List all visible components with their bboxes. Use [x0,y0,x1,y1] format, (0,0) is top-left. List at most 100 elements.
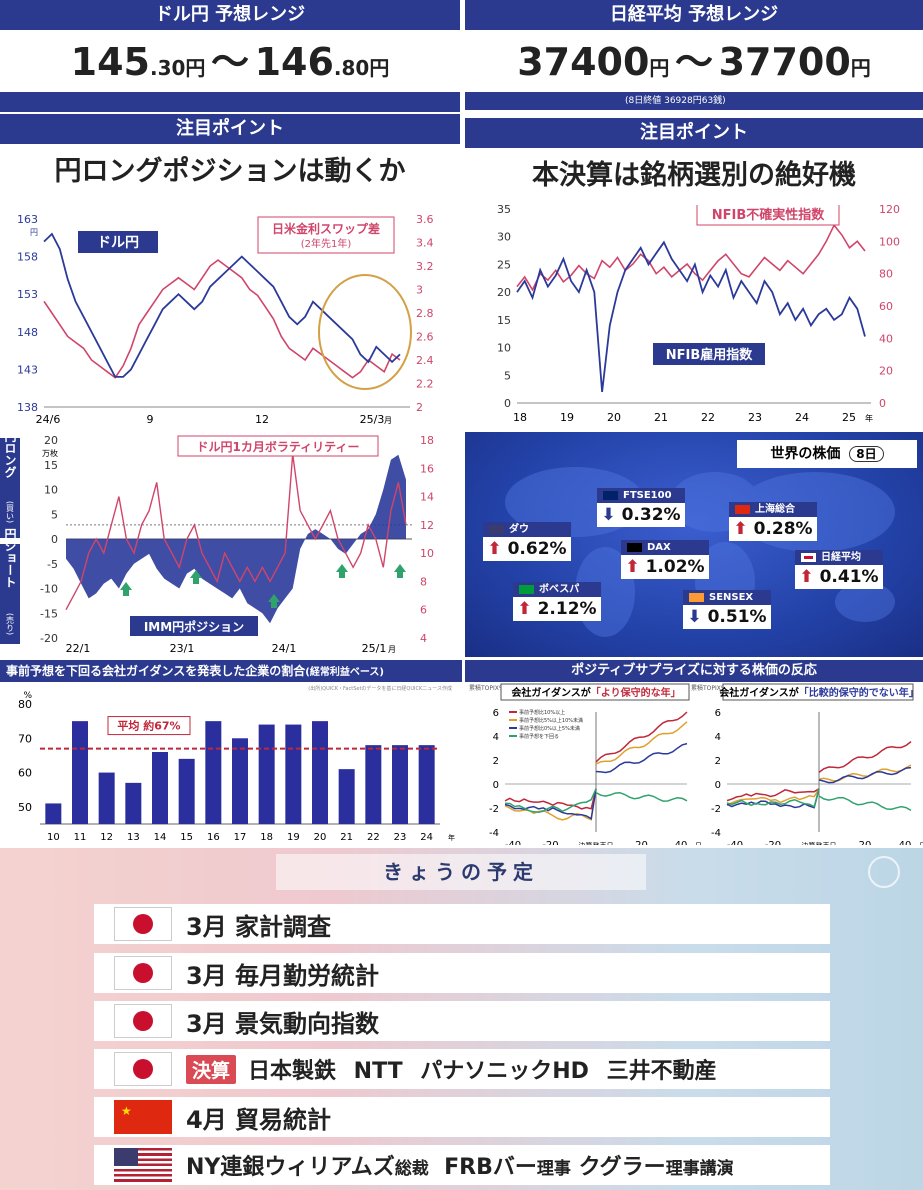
c5-right-y-tick-3: 2 [715,756,721,767]
c3-left-tick-6: 10 [44,484,58,497]
c3-imm-label-bg [130,616,258,636]
world-index-value: ⬆ 1.02% [625,557,705,577]
c1-swap-line [43,259,401,379]
c5-left-pre-series-0 [504,788,597,810]
c1-right-tick-5: 3 [416,284,423,297]
c4-x-tick-12: 22 [367,832,380,843]
nikkei-sep: ～ [674,40,713,84]
c4-y-tick-3: 80 [18,698,32,711]
country-flag-icon [689,593,704,602]
c1-x-tick-1: 9 [147,413,154,426]
c3-left-tick-0: -20 [40,632,58,645]
nikkei-point-text: 本決算は銘柄選別の絶好機 [465,148,923,202]
world-index-name: 日経平均 [795,550,883,565]
arrow-up-icon: ⬆ [733,519,748,539]
world-index-value: ⬆ 0.41% [799,567,879,587]
c2-left-tick-4: 20 [497,286,511,299]
world-index-6: SENSEX ⬇ 0.51% [683,590,771,629]
nikkei-range-header: 日経平均 予想レンジ [465,0,923,30]
c4-y-tick-1: 60 [18,767,32,780]
world-stocks-panel: 世界の株価 8日 ダウ ⬆ 0.62% FTSE100 ⬇ 0.32% DAX ⬆ 1.0… [465,432,923,657]
c3-right-tick-6: 16 [420,462,434,475]
c4-bar-12 [365,745,382,824]
china-flag-icon: ★ [114,1100,172,1134]
surprise-chart-title: ポジティブサプライズに対する株価の反応 [465,660,923,682]
c1-right-tick-3: 2.6 [416,331,434,344]
schedule-item-5-text: 4月 貿易統計 [186,1105,332,1134]
c5-right-pre-series-0 [726,788,820,802]
c3-side-bottom-bg [0,544,20,644]
c1-left-tick-1: 143 [17,363,38,376]
c4-source: (出所)QUICK・FactSetのデータを基に日経QUICKニュース作成 [308,685,452,692]
usa-flag-icon [114,1148,172,1182]
schedule-item-5: ★ 4月 貿易統計 [94,1097,830,1137]
guidance-bar-chart: 事前予想を下回る会社ガイダンスを発表した企業の割合(経常利益ベース) 50 60 7… [0,660,462,845]
usdjpy-unit-1: 円 [185,56,206,80]
c2-right-tick-5: 100 [879,235,900,248]
c5-legend-label-1: 事前予想比5%以上10%未満 [519,717,583,724]
schedule-panel: きょうの予定 3月 家計調査 3月 毎月勤労統計 3月 景気動向指数 決算 日本… [0,848,923,1190]
c2-x-tick-3: 21 [654,411,668,424]
usdjpy-divider [0,92,460,112]
c2-right-tick-4: 80 [879,268,893,281]
c1-right-tick-6: 3.2 [416,260,434,273]
usdjpy-point-text: 円ロングポジションは動くか [0,144,460,200]
c3-left-tick-8: 20 [44,434,58,447]
usdjpy-swap-chart: 138 143 148 153 158 163 円 2 2.2 2.4 2.6 2.8 3 3.2 3.4 3… [0,205,462,430]
c1-right-tick-0: 2 [416,401,423,414]
c3-right-tick-7: 18 [420,434,434,447]
world-index-3: 上海総合 ⬆ 0.28% [729,502,817,541]
c5-left-y-tick-0: -4 [489,828,499,839]
c2-left-tick-3: 15 [497,314,511,327]
c5-right-x-tick-2: 決算発表日 [802,841,837,845]
c1-x-tick-3: 25/3 [360,413,385,426]
c5-left-x-tick-1: -20 [542,840,558,845]
c4-x-tick-4: 14 [154,832,167,843]
c3-left-tick-2: -10 [40,583,58,596]
c2-uncert-label-bg [696,205,840,226]
c5-right-y-tick-5: 6 [715,708,721,719]
c4-x-tick-3: 13 [127,832,140,843]
schedule-item-2-text: 3月 毎月勤労統計 [186,961,380,990]
imm-position-chart: 円ロング (買い) 円ショート (売り) -20 -15 -10 -5 0 5 10 15 20 万枚 4 6… [0,432,462,657]
usdjpy-unit-2: 円 [369,56,390,80]
c3-left-tick-5: 5 [51,508,58,521]
country-flag-icon [801,553,816,562]
schedule-item-6-text-a: NY連銀ウィリアムズ [186,1155,395,1180]
c2-right-tick-1: 20 [879,365,893,378]
c5-right-title-bg [722,683,914,701]
c5-right-post-series-3 [818,795,912,812]
c1-left-unit: 円 [30,228,38,237]
c2-uncert-label: NFIB不確実性指数 [712,207,826,223]
world-index-value: ⬆ 0.62% [487,539,567,559]
c3-right-tick-1: 6 [420,604,427,617]
c4-bar-7 [232,738,248,824]
c4-y-unit: % [23,691,32,701]
c5-right-x-tick-0: -40 [727,840,743,845]
c4-bar-14 [418,745,435,824]
c5-right-post-series-0 [818,741,912,773]
c3-x-tick-3: 25/1 [362,642,387,655]
c2-x-tick-6: 24 [795,411,809,424]
c3-imm-label: IMM円ポジション [144,619,244,634]
c4-x-tick-13: 23 [394,832,407,843]
c5-legend-label-2: 事前予想比0%以上5%未満 [519,725,580,732]
c5-right-post-series-1 [818,764,912,782]
c4-bar-13 [392,745,408,824]
c5-left-y-tick-4: 4 [493,732,499,743]
country-flag-icon [519,585,534,594]
c2-x-tick-4: 22 [701,411,715,424]
c1-right-tick-4: 2.8 [416,307,434,320]
schedule-item-6-text-b: FRBバー [444,1155,537,1180]
c4-bar-9 [285,724,302,824]
world-index-name: ダウ [483,522,571,537]
c3-x-unit: 月 [388,645,396,654]
c5-left-x-tick-3: 20 [635,840,648,845]
schedule-item-6-small-a: 総裁 [394,1159,429,1179]
c3-x-tick-1: 23/1 [170,642,195,655]
c1-left-tick-0: 138 [17,401,38,414]
c5-right-title: 会社ガイダンスが「比較的保守的でない年」 [719,686,918,699]
c2-left-tick-7: 35 [497,205,511,216]
c5-left-x-unit: 日 [695,842,702,845]
c3-up-arrow-icon-1 [190,570,202,584]
